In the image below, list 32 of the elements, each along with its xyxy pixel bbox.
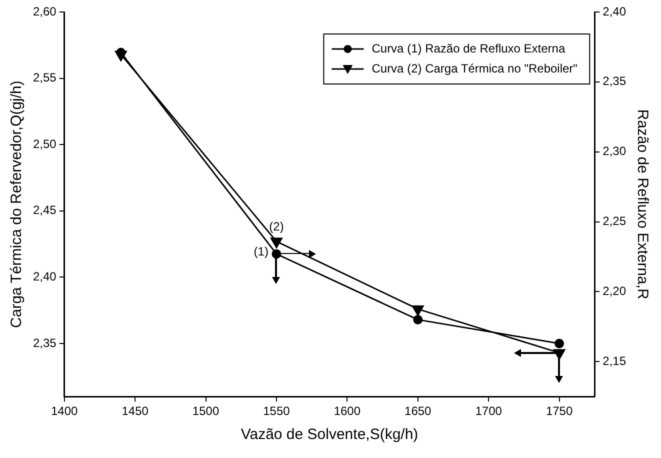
y2-tick-label: 2,15 (602, 354, 626, 368)
point (412, 305, 424, 316)
x-tick-label: 1450 (122, 404, 149, 418)
x-tick-label: 1650 (404, 404, 432, 418)
y-tick-label: 2,35 (32, 336, 57, 350)
y-tick-label: 2,40 (32, 270, 57, 284)
legend-label: Curva (2) Carga Térmica no "Reboiler" (372, 61, 578, 76)
x-tick-label: 1550 (263, 404, 290, 418)
point (116, 48, 126, 58)
annotation: (2) (269, 220, 284, 234)
x-tick-label: 1500 (192, 404, 220, 418)
y-tick-label: 2,55 (32, 70, 57, 85)
y2-tick-label: 2,30 (602, 144, 626, 158)
point (413, 314, 423, 324)
y2-tick-label: 2,20 (602, 284, 626, 298)
x-tick-label: 1700 (475, 404, 502, 418)
y2-tick-label: 2,40 (602, 4, 626, 18)
y-axis-title: Carga Térmica do Refervedor,Q(gj/h) (8, 80, 26, 328)
point (554, 338, 564, 348)
x-tick-label: 1600 (334, 404, 361, 418)
y-tick-label: 2,50 (32, 136, 57, 151)
y2-tick-label: 2,35 (602, 74, 626, 88)
annotation: (1) (254, 244, 268, 258)
point (270, 238, 282, 248)
x-tick-label: 1400 (51, 404, 78, 418)
y-tick-label: 2,45 (32, 203, 57, 218)
legend-label: Curva (1) Razão de Refluxo Externa (372, 41, 566, 56)
y2-axis-title: Razão de Refluxo Externa,R (634, 109, 651, 300)
y-tick-label: 2,60 (32, 4, 57, 18)
x-tick-label: 1750 (546, 404, 573, 418)
y2-tick-label: 2,25 (602, 214, 626, 228)
x-axis-title: Vazão de Solvente,S(kg/h) (240, 426, 418, 444)
